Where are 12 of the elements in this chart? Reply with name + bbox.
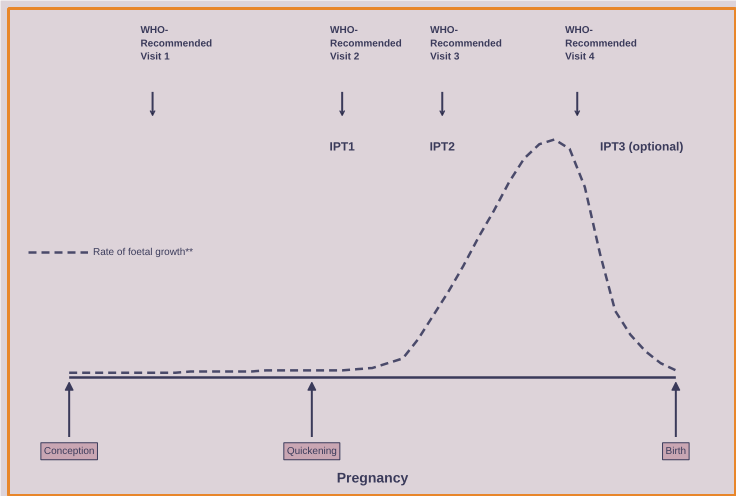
text: WHO- Recommended Visit 1 bbox=[140, 25, 212, 63]
text: WHO- Recommended Visit 2 bbox=[330, 25, 402, 63]
x-tick-label: Conception bbox=[44, 446, 94, 457]
text: WHO- Recommended Visit 3 bbox=[430, 25, 502, 63]
x-axis-title: Pregnancy bbox=[336, 469, 409, 486]
x-tick-label: Birth bbox=[666, 446, 686, 457]
text: Rate of foetal growth** bbox=[93, 246, 194, 258]
annotation: IPT1 bbox=[329, 140, 356, 154]
annotation: IPT2 bbox=[430, 140, 456, 154]
annotation: IPT3 (optional) bbox=[600, 140, 684, 154]
text: WHO- Recommended Visit 4 bbox=[565, 25, 637, 63]
x-tick-label: Quickening bbox=[286, 446, 337, 457]
